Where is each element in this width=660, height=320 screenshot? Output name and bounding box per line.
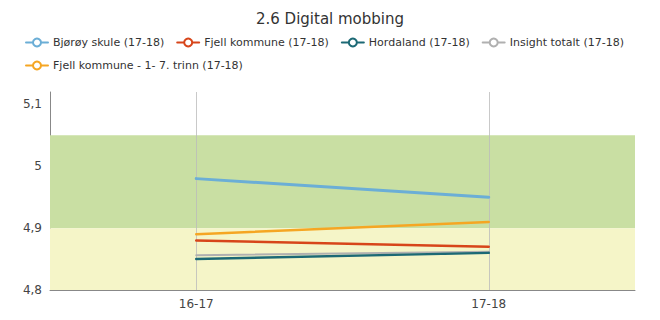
svg-text:4,8: 4,8 <box>23 283 42 297</box>
svg-text:5,1: 5,1 <box>23 97 42 111</box>
svg-text:Fjell kommune - 1- 7. trinn (1: Fjell kommune - 1- 7. trinn (17-18) <box>53 59 243 72</box>
svg-text:2.6 Digital mobbing: 2.6 Digital mobbing <box>256 10 404 28</box>
svg-text:Insight totalt (17-18): Insight totalt (17-18) <box>510 36 624 49</box>
svg-text:17-18: 17-18 <box>471 297 506 311</box>
svg-text:16-17: 16-17 <box>179 297 214 311</box>
svg-text:4,9: 4,9 <box>23 221 42 235</box>
svg-text:5: 5 <box>34 159 42 173</box>
svg-text:Hordaland (17-18): Hordaland (17-18) <box>369 36 470 49</box>
svg-text:Bjørøy skule (17-18): Bjørøy skule (17-18) <box>53 36 164 49</box>
svg-text:Fjell kommune (17-18): Fjell kommune (17-18) <box>204 36 329 49</box>
